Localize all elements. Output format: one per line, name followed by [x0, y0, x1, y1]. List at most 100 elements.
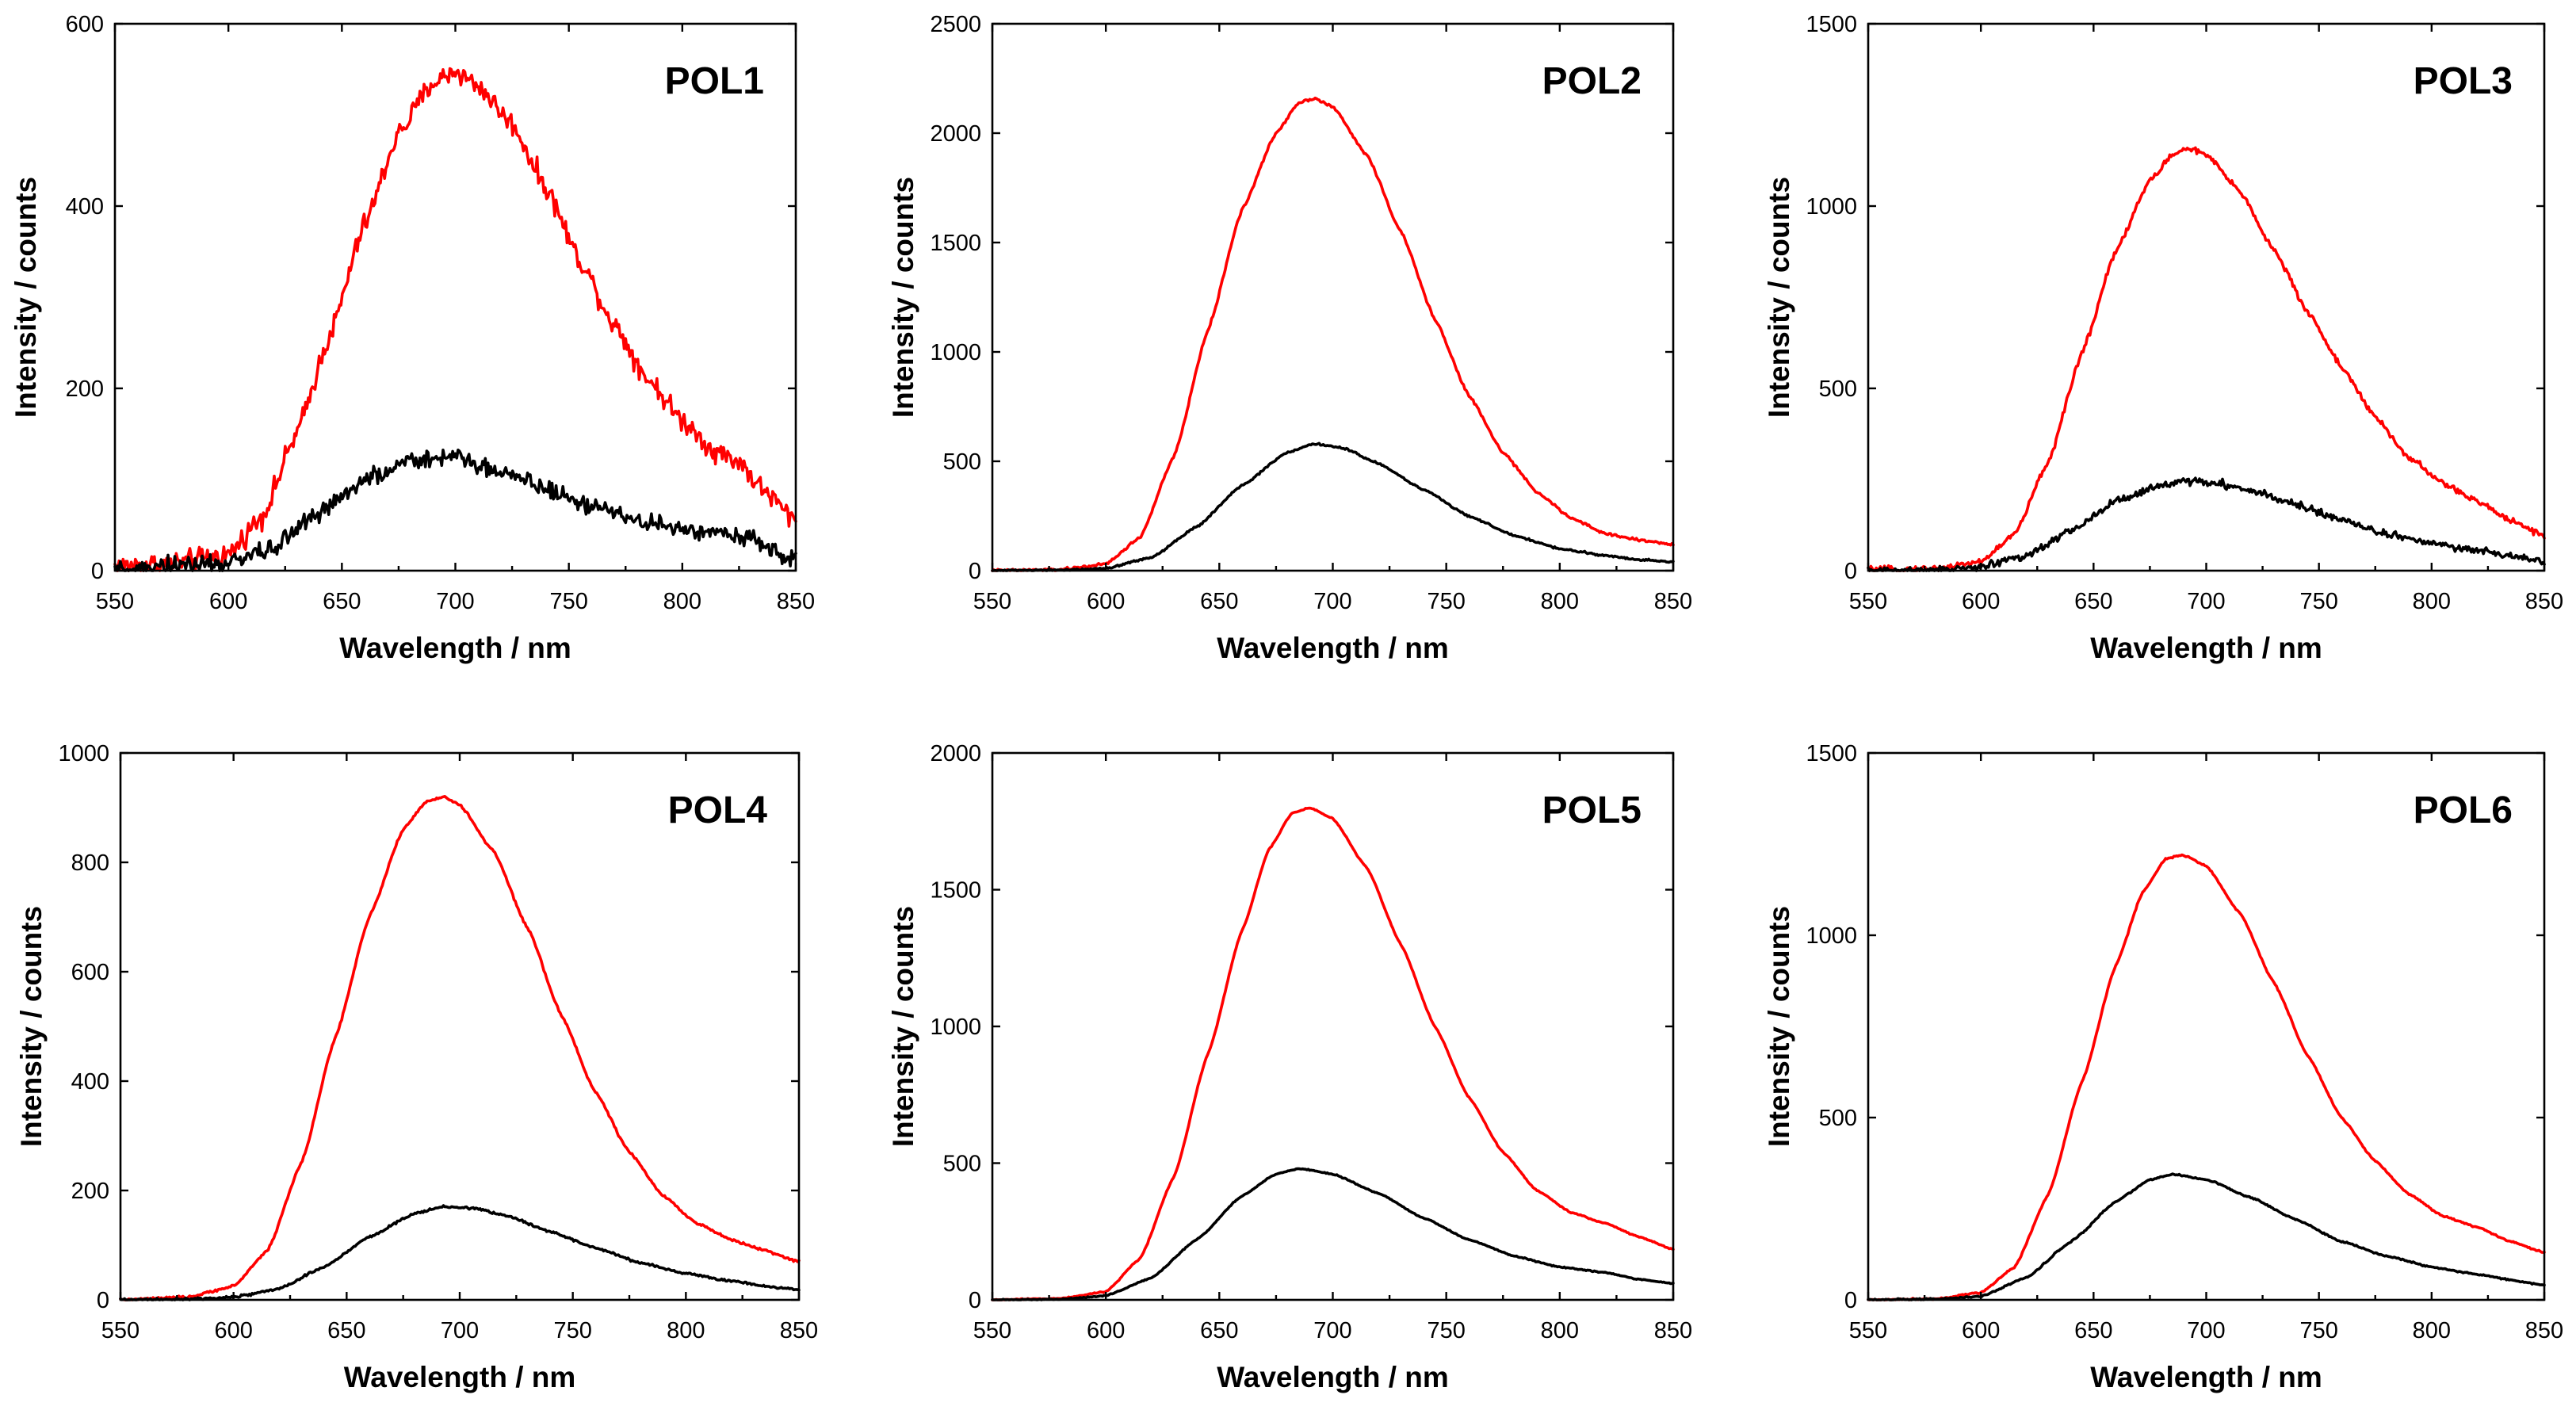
- x-axis-label: Wavelength / nm: [339, 632, 571, 664]
- y-axis-label: Intensity / counts: [1763, 177, 1795, 418]
- x-tick-label: 750: [553, 1318, 591, 1343]
- x-tick-label: 750: [2299, 589, 2337, 614]
- x-tick-label: 650: [2074, 1318, 2112, 1343]
- panel-title: POL6: [2414, 789, 2513, 831]
- x-tick-label: 750: [1427, 589, 1465, 614]
- y-tick-label: 500: [943, 1152, 981, 1177]
- x-tick-label: 650: [1200, 1318, 1238, 1343]
- series-line-red: [991, 806, 1675, 1301]
- x-tick-label: 550: [96, 589, 134, 614]
- x-tick-label: 700: [436, 589, 474, 614]
- x-tick-label: 750: [2299, 1318, 2337, 1343]
- series-line-red: [1867, 853, 2546, 1301]
- x-tick-label: 600: [1087, 1318, 1125, 1343]
- y-tick-label: 1000: [58, 741, 109, 766]
- series-line-black: [1867, 1172, 2546, 1301]
- x-tick-label: 700: [1313, 1318, 1351, 1343]
- y-tick-label: 0: [969, 1288, 981, 1313]
- x-tick-label: 800: [1541, 589, 1579, 614]
- x-tick-label: 750: [1427, 1318, 1465, 1343]
- x-axis-label: Wavelength / nm: [1217, 632, 1449, 664]
- x-tick-label: 550: [1849, 589, 1887, 614]
- y-tick-label: 1500: [1806, 741, 1857, 766]
- x-tick-label: 800: [2413, 589, 2451, 614]
- plot-frame: [119, 751, 801, 1301]
- chart-panel-3: 550 600 650 700 750 800 850 0 500 1000 1500 Wavelen…: [1763, 12, 2563, 664]
- x-tick-label: 800: [1541, 1318, 1579, 1343]
- y-axis-label: Intensity / counts: [15, 906, 48, 1147]
- x-tick-label: 600: [1962, 1318, 2000, 1343]
- x-tick-label: 800: [667, 1318, 705, 1343]
- y-tick-label: 200: [66, 376, 104, 402]
- y-tick-label: 0: [1844, 559, 1857, 584]
- y-tick-label: 400: [71, 1069, 109, 1095]
- y-tick-label: 500: [1819, 1106, 1857, 1131]
- y-tick-label: 800: [71, 850, 109, 876]
- chart-panel-6: 550 600 650 700 750 800 850 0 500 1000 1500 Wavelen…: [1763, 741, 2563, 1393]
- x-tick-label: 850: [780, 1318, 818, 1343]
- series-line-red: [113, 67, 797, 572]
- series-line-black: [991, 441, 1675, 572]
- y-tick-label: 0: [97, 1288, 109, 1313]
- y-tick-label: 600: [66, 12, 104, 37]
- x-tick-label: 650: [323, 589, 361, 614]
- x-tick-label: 850: [777, 589, 815, 614]
- y-tick-label: 500: [1819, 376, 1857, 402]
- y-axis-label: Intensity / counts: [887, 906, 919, 1147]
- y-tick-label: 1000: [930, 1015, 981, 1040]
- y-tick-label: 2500: [930, 12, 981, 37]
- series-line-red: [119, 795, 801, 1301]
- x-tick-label: 600: [1962, 589, 2000, 614]
- y-axis-label: Intensity / counts: [1763, 906, 1795, 1147]
- x-tick-label: 700: [2187, 589, 2225, 614]
- panel-title: POL2: [1542, 60, 1642, 102]
- y-tick-label: 1500: [930, 878, 981, 904]
- y-tick-label: 1000: [1806, 194, 1857, 220]
- x-tick-label: 650: [327, 1318, 365, 1343]
- series-line-black: [991, 1167, 1675, 1301]
- plot-frame: [1867, 751, 2546, 1301]
- x-tick-label: 800: [663, 589, 701, 614]
- x-tick-label: 600: [1087, 589, 1125, 614]
- chart-panel-2: 550 600 650 700 750 800 850 0 500 1000 1500 2000 250…: [887, 12, 1692, 664]
- panel-title: POL5: [1542, 789, 1642, 831]
- series-line-red: [991, 96, 1675, 572]
- x-tick-label: 550: [973, 1318, 1011, 1343]
- y-tick-label: 0: [1844, 1288, 1857, 1313]
- y-axis-label: Intensity / counts: [10, 177, 42, 418]
- x-tick-label: 550: [1849, 1318, 1887, 1343]
- chart-panel-1: 550 600 650 700 750 800 850 0 200 400 600 Wavelengt…: [10, 12, 815, 664]
- y-tick-label: 1000: [930, 340, 981, 365]
- series-line-black: [1867, 476, 2546, 572]
- x-axis-label: Wavelength / nm: [2090, 1361, 2322, 1393]
- y-tick-label: 0: [969, 559, 981, 584]
- x-axis-label: Wavelength / nm: [2090, 632, 2322, 664]
- y-tick-label: 200: [71, 1179, 109, 1204]
- y-tick-label: 600: [71, 960, 109, 985]
- x-tick-label: 750: [549, 589, 587, 614]
- x-tick-label: 850: [1654, 1318, 1692, 1343]
- series-line-red: [1867, 146, 2546, 572]
- series-line-black: [119, 1204, 801, 1301]
- x-tick-label: 850: [1654, 589, 1692, 614]
- plot-frame: [113, 22, 797, 572]
- x-tick-label: 850: [2525, 589, 2563, 614]
- x-tick-label: 600: [214, 1318, 252, 1343]
- x-axis-label: Wavelength / nm: [344, 1361, 576, 1393]
- chart-panel-4: 550 600 650 700 750 800 850 0 200 400 600 800 1000 Wa…: [15, 741, 818, 1393]
- x-tick-label: 550: [973, 589, 1011, 614]
- y-tick-label: 0: [91, 559, 104, 584]
- y-tick-label: 1000: [1806, 923, 1857, 949]
- y-tick-label: 2000: [930, 121, 981, 147]
- y-tick-label: 1500: [1806, 12, 1857, 37]
- x-tick-label: 600: [209, 589, 247, 614]
- chart-panel-5: 550 600 650 700 750 800 850 0 500 1000 1500 2000 Wav…: [887, 741, 1692, 1393]
- y-tick-label: 2000: [930, 741, 981, 766]
- x-tick-label: 550: [101, 1318, 140, 1343]
- y-axis-label: Intensity / counts: [887, 177, 919, 418]
- x-tick-label: 650: [2074, 589, 2112, 614]
- y-tick-label: 500: [943, 449, 981, 475]
- panel-title: POL3: [2414, 60, 2513, 102]
